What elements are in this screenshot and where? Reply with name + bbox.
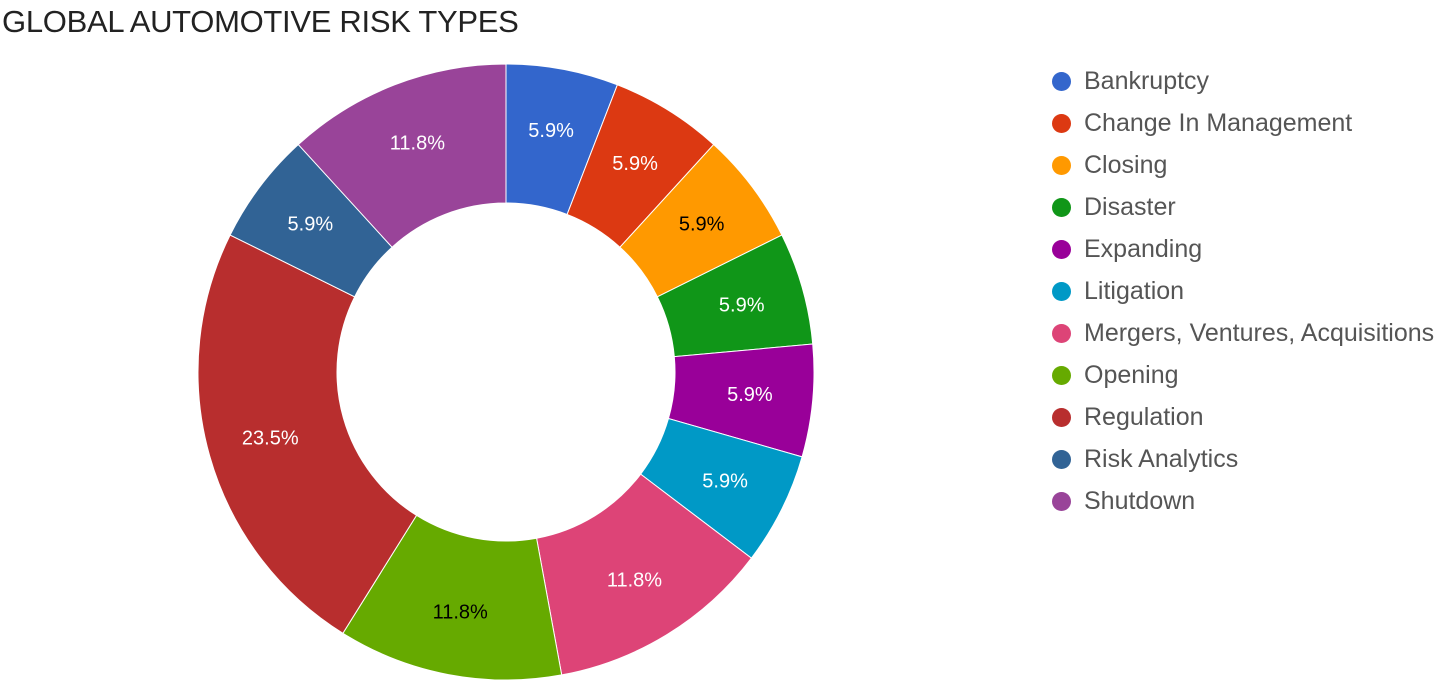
slice-value-label: 5.9% [528, 120, 574, 142]
legend-swatch [1052, 450, 1071, 470]
legend-swatch [1052, 239, 1071, 259]
legend-label: Opening [1084, 361, 1179, 390]
legend-item[interactable]: Change In Management [1052, 102, 1434, 144]
slice-regulation[interactable] [197, 234, 418, 634]
legend-swatch [1052, 155, 1071, 175]
legend-swatch [1052, 113, 1071, 133]
legend-swatch [1052, 282, 1071, 302]
legend-swatch [1052, 324, 1071, 344]
legend-swatch [1052, 408, 1071, 428]
legend-item[interactable]: Risk Analytics [1052, 439, 1434, 481]
legend-item[interactable]: Mergers, Ventures, Acquisitions [1052, 313, 1434, 355]
legend-label: Expanding [1084, 234, 1203, 263]
slice-value-label: 11.8% [607, 570, 662, 592]
legend-item[interactable]: Expanding [1052, 228, 1434, 270]
slice-shutdown[interactable] [297, 63, 507, 248]
legend-label: Bankruptcy [1084, 66, 1210, 95]
slice-value-label: 11.8% [433, 602, 488, 624]
legend-label: Closing [1084, 150, 1168, 179]
legend-label: Risk Analytics [1084, 445, 1239, 474]
legend-swatch [1052, 197, 1071, 217]
slice-value-label: 5.9% [702, 471, 748, 493]
legend-item[interactable]: Shutdown [1052, 481, 1434, 523]
legend-item[interactable]: Closing [1052, 144, 1434, 186]
legend-label: Shutdown [1084, 487, 1196, 516]
legend-swatch [1052, 71, 1071, 91]
legend-item[interactable]: Litigation [1052, 270, 1434, 312]
legend-label: Mergers, Ventures, Acquisitions [1084, 319, 1435, 348]
legend-label: Litigation [1084, 277, 1185, 306]
slice-value-label: 5.9% [679, 214, 725, 236]
legend-swatch [1052, 366, 1071, 386]
slice-value-label: 5.9% [727, 384, 773, 406]
slice-value-label: 5.9% [288, 214, 334, 236]
legend-item[interactable]: Opening [1052, 355, 1434, 397]
chart-legend: Bankruptcy Change In Management Closing Dis… [1052, 60, 1434, 523]
legend-label: Regulation [1084, 403, 1204, 432]
legend-label: Disaster [1084, 192, 1176, 221]
slice-value-label: 5.9% [719, 294, 765, 316]
donut-chart: 5.9% 5.9% 5.9% 5.9% 5.9% 5.9% 11.8% 11.8% 23.5% 5… [197, 63, 815, 681]
chart-title: GLOBAL AUTOMOTIVE RISK TYPES [2, 4, 519, 39]
legend-item[interactable]: Regulation [1052, 397, 1434, 439]
legend-item[interactable]: Disaster [1052, 186, 1434, 228]
legend-label: Change In Management [1084, 108, 1353, 137]
legend-item[interactable]: Bankruptcy [1052, 60, 1434, 102]
slice-value-label: 23.5% [242, 428, 299, 450]
slice-value-label: 5.9% [612, 153, 658, 175]
legend-swatch [1052, 492, 1071, 512]
slice-value-label: 11.8% [390, 133, 445, 155]
